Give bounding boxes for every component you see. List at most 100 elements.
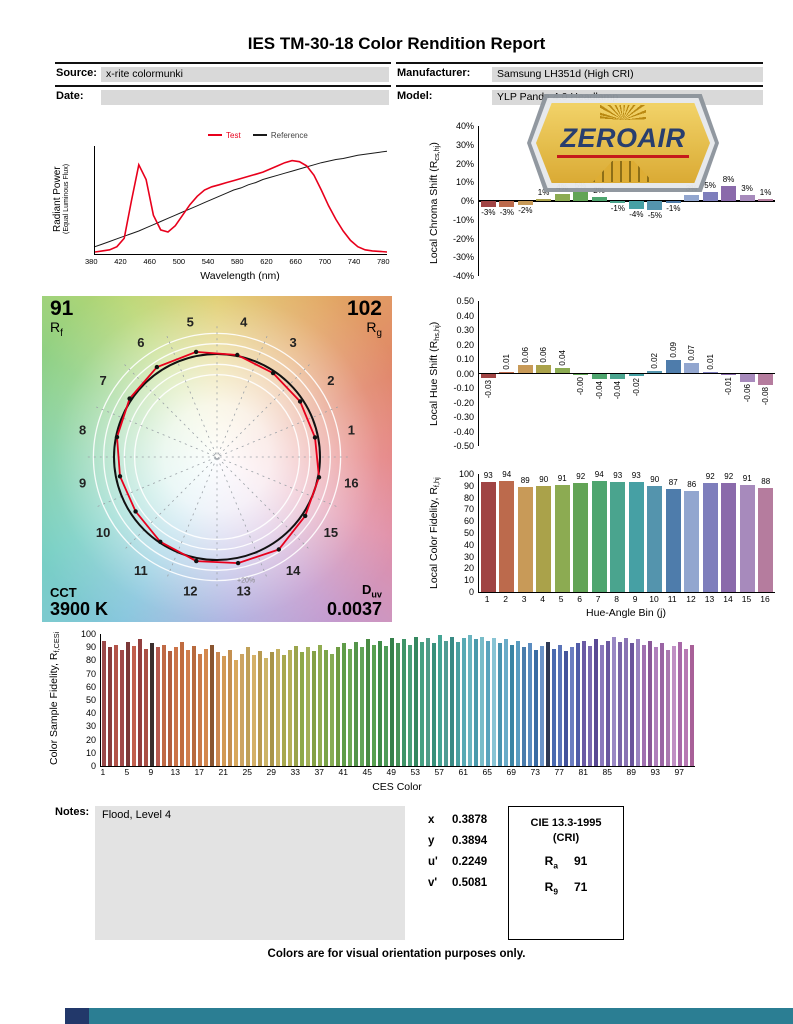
chart-bar	[569, 647, 575, 766]
notes-label: Notes:	[55, 806, 90, 818]
spd-x-axis-label: Wavelength (nm)	[200, 270, 280, 282]
chart-bar	[536, 485, 552, 592]
chromaticity-label: u'	[428, 856, 438, 868]
chart-bar	[101, 640, 107, 766]
test-point-dot	[270, 370, 276, 376]
test-point-dot	[193, 349, 199, 355]
ra-label-sub: a	[553, 860, 558, 871]
chart-bar	[383, 645, 389, 766]
cct-block: CCT 3900 K	[50, 586, 108, 619]
chart-bar	[739, 195, 755, 201]
ra-label-main: R	[544, 854, 554, 868]
bar-value-label: 93	[631, 471, 641, 481]
bar-value-label: -0.04	[594, 381, 604, 400]
bar-value-label: -0.06	[742, 384, 752, 403]
notes-box: Flood, Level 4	[95, 806, 405, 940]
chart-bar	[533, 649, 539, 766]
source-field: x-rite colormunki	[101, 67, 389, 82]
x-tick-label: 460	[143, 257, 156, 266]
local-fidelity-chart: Local Color Fidelity, Rf,hj 93 94 89 90 91 92…	[420, 460, 785, 622]
y-tick-label: -0.30	[453, 412, 474, 422]
spd-ylabel-line1: Radiant Power	[52, 166, 63, 232]
duv-block: Duv 0.0037	[327, 583, 382, 619]
x-tick-label: 380	[85, 257, 98, 266]
chromaticity-value: 0.2249	[452, 856, 488, 868]
x-tick-label: 9	[632, 594, 638, 604]
x-tick-label: 65	[482, 767, 492, 777]
chart-bar	[113, 644, 119, 766]
hue-spoke	[166, 335, 268, 579]
chart-bar	[610, 482, 626, 592]
chart-bar	[545, 641, 551, 766]
chart-bar	[527, 643, 533, 766]
guide-ring	[103, 343, 331, 571]
chart-bar	[536, 364, 552, 374]
x-tick-label: 15	[741, 594, 752, 604]
fid-x-axis-label: Hue-Angle Bin (j)	[586, 607, 666, 619]
chart-bar	[479, 636, 485, 766]
rf-value: 91	[50, 297, 74, 320]
bar-value-label: -0.02	[631, 378, 641, 397]
chart-bar	[425, 637, 431, 766]
y-tick-label: 0.10	[456, 354, 474, 364]
chart-bar	[517, 486, 533, 592]
footer-disclaimer: Colors are for visual orientation purpos…	[267, 948, 526, 960]
y-tick-label: -0.40	[453, 426, 474, 437]
reference-legend-label: Reference	[270, 131, 308, 140]
chart-bar	[359, 647, 365, 766]
y-tick-label: 100	[458, 469, 474, 479]
x-tick-label: 5	[558, 594, 564, 604]
chart-bar	[239, 653, 245, 766]
chart-bar	[467, 635, 473, 766]
spd-svg	[94, 150, 388, 257]
chart-bar	[149, 643, 155, 766]
y-tick-label: 20	[463, 563, 474, 574]
bar-value-label: -0.01	[724, 376, 734, 396]
bar-value-label: 90	[650, 474, 660, 484]
spd-ylabel-line2: (Equal Luminous Flux)	[63, 163, 70, 235]
hue-y-axis-label: Local Hue Shift (Rhs,hj)	[428, 301, 441, 446]
chart-bar	[702, 372, 718, 374]
bar-value-label: -2%	[518, 205, 533, 215]
rf-label: Rf	[50, 320, 73, 339]
bar-value-label: 91	[557, 473, 567, 483]
y-tick-label: 80	[463, 492, 474, 503]
y-tick-label: -0.20	[453, 397, 474, 408]
x-tick-label: 4	[540, 594, 545, 604]
x-tick-label: 13	[170, 767, 180, 777]
x-tick-label: 17	[194, 767, 204, 777]
chart-bar	[758, 488, 774, 592]
chart-bar	[628, 201, 644, 209]
hue-bin-number: 11	[134, 563, 148, 578]
chart-bar	[125, 641, 131, 766]
bar-value-label: 1%	[759, 188, 772, 198]
x-tick-label: 57	[434, 767, 444, 777]
chart-bar	[554, 367, 570, 374]
bar-value-label: 90	[539, 474, 549, 484]
x-tick-label: 740	[347, 257, 361, 266]
test-legend-label: Test	[226, 131, 241, 140]
chart-bar	[610, 201, 626, 203]
test-legend-swatch	[208, 134, 222, 137]
y-tick-label: 70	[463, 504, 474, 515]
y-tick-label: 20%	[455, 158, 474, 169]
x-tick-label: 780	[377, 257, 390, 266]
x-tick-label: 41	[338, 767, 348, 777]
chart-bar	[287, 649, 293, 766]
bar-value-label: 0.06	[539, 346, 549, 363]
chart-bar	[293, 645, 299, 766]
zero-line	[479, 372, 775, 375]
header-manufacturer-row: Manufacturer: Samsung LH351d (High CRI)	[396, 62, 763, 85]
chart-bar	[677, 641, 683, 766]
chart-bar	[269, 652, 275, 766]
hue-spoke	[124, 364, 310, 550]
hue-bin-number: 15	[324, 525, 338, 540]
x-tick-label: 1	[100, 767, 106, 777]
chromaticity-value: 0.3894	[452, 835, 488, 847]
chart-bar	[317, 644, 323, 766]
chart-bar	[107, 647, 113, 766]
bottom-teal-strip	[89, 1008, 793, 1024]
hue-bin-number: 16	[344, 476, 358, 491]
chart-bar	[641, 644, 647, 766]
chart-bar	[173, 647, 179, 766]
